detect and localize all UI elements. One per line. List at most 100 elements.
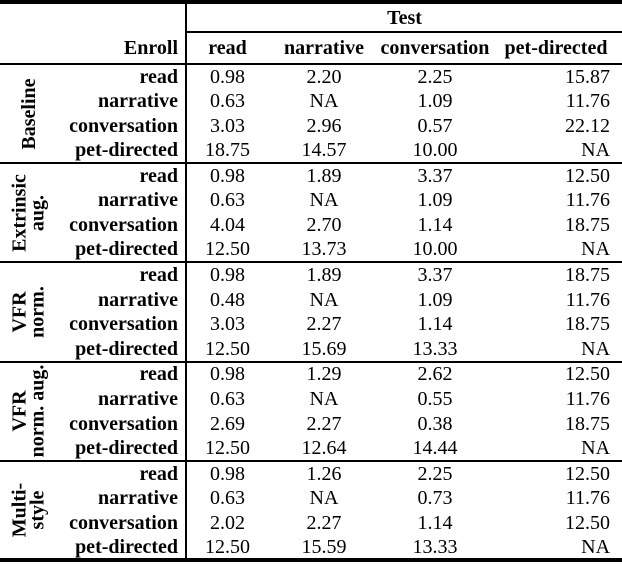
table-row: Baseline read 0.98 2.20 2.25 15.87 — [0, 64, 622, 149]
row-label: read — [58, 162, 187, 188]
test-column-group-header: Test — [186, 2, 622, 33]
table-row: Multi- style read 0.98 1.26 2.25 12.50 — [0, 459, 622, 560]
group-label-line: aug. — [27, 194, 49, 231]
value-cell: 18.75 — [565, 313, 611, 336]
value-cell: 12.50 — [205, 436, 250, 459]
table-row: narrative 0.63 NA 1.09 11.76 — [0, 88, 622, 114]
value-cell: 12.50 — [565, 511, 611, 534]
value-cell: 18.75 — [565, 214, 611, 237]
value-cell: 14.44 — [412, 436, 458, 459]
value-cell: 12.50 — [490, 162, 622, 188]
value-cell: 1.09 — [417, 90, 453, 113]
value-cell: 2.02 — [210, 511, 245, 534]
value-cell: NA — [309, 90, 339, 113]
value-cell: 2.70 — [306, 214, 342, 237]
value-cell: 2.20 — [306, 65, 342, 88]
value-cell: 11.76 — [565, 387, 611, 410]
row-label: narrative — [58, 88, 187, 114]
value-cell: 1.26 — [268, 459, 380, 486]
row-label: pet-directed — [58, 138, 187, 164]
row-label: read — [58, 261, 187, 288]
results-table: Test Enroll read narrative conversation … — [0, 0, 622, 562]
value-cell: 10.00 — [412, 139, 458, 162]
row-label: conversation — [58, 113, 187, 139]
group-label-text: VFR norm. — [9, 286, 49, 338]
col-header-conversation: conversation — [380, 32, 490, 65]
value-cell: NA — [309, 387, 339, 410]
group-label-line: norm. — [27, 286, 49, 338]
table-row: pet-directed 12.50 15.69 13.33 NA — [0, 336, 622, 362]
row-label: pet-directed — [58, 435, 187, 461]
group-label-line: norm. aug. — [27, 364, 49, 458]
value-cell: NA — [581, 337, 611, 360]
value-cell: 0.63 — [210, 486, 245, 509]
value-cell: NA — [309, 189, 339, 212]
value-cell: 18.75 — [565, 412, 611, 435]
row-label: narrative — [58, 485, 187, 511]
value-cell: 12.50 — [205, 238, 250, 261]
value-cell: 2.69 — [210, 412, 245, 435]
table-row: conversation 4.04 2.70 1.14 18.75 — [0, 212, 622, 238]
value-cell: 0.98 — [186, 261, 268, 288]
table-row: Extrinsic aug. read 0.98 1.89 3.37 12.50 — [0, 162, 622, 263]
table-row: pet-directed 12.50 15.59 13.33 NA — [0, 535, 622, 560]
value-cell: 0.98 — [186, 459, 268, 486]
value-cell: 0.73 — [417, 486, 453, 509]
value-cell: 0.48 — [210, 288, 245, 311]
group-label-text: Extrinsic aug. — [9, 174, 49, 252]
value-cell: 22.12 — [565, 114, 611, 137]
value-cell: 4.04 — [210, 214, 245, 237]
table-row: pet-directed 18.75 14.57 10.00 NA — [0, 138, 622, 164]
value-cell: 15.69 — [301, 337, 347, 360]
value-cell: 2.25 — [417, 65, 453, 88]
row-label: pet-directed — [58, 336, 187, 362]
value-cell: 1.14 — [417, 511, 453, 534]
value-cell: 0.63 — [210, 387, 245, 410]
value-cell: 2.62 — [380, 360, 490, 387]
row-label: pet-directed — [58, 535, 187, 560]
row-label: conversation — [58, 311, 187, 337]
value-cell: 10.00 — [412, 238, 458, 261]
value-cell: 0.55 — [417, 387, 453, 410]
group-label-line: style — [27, 490, 49, 530]
value-cell: 1.29 — [268, 360, 380, 387]
value-cell: NA — [581, 436, 611, 459]
corner-cell — [0, 2, 187, 32]
table-row: conversation 3.03 2.27 1.14 18.75 — [0, 311, 622, 337]
value-cell: 2.25 — [380, 459, 490, 486]
value-cell: 12.64 — [301, 436, 347, 459]
value-cell: 1.09 — [417, 288, 453, 311]
group-label-line: Baseline — [17, 78, 40, 150]
value-cell: NA — [581, 535, 611, 558]
value-cell: 0.98 — [186, 360, 268, 387]
table-row: narrative 0.63 NA 0.55 11.76 — [0, 386, 622, 412]
col-header-pet-directed: pet-directed — [490, 32, 622, 65]
value-cell: 15.87 — [565, 65, 611, 88]
value-cell: 11.76 — [565, 486, 611, 509]
value-cell: 0.63 — [210, 90, 245, 113]
value-cell: 12.50 — [490, 360, 622, 387]
value-cell: 12.50 — [490, 459, 622, 486]
value-cell: 3.37 — [380, 261, 490, 288]
row-label: narrative — [58, 187, 187, 213]
row-label: narrative — [58, 386, 187, 412]
group-label-multi-style: Multi- style — [0, 459, 58, 560]
value-cell: 1.89 — [268, 162, 380, 188]
value-cell: 2.27 — [306, 313, 342, 336]
row-label: conversation — [58, 510, 187, 536]
value-cell: 2.27 — [306, 511, 342, 534]
row-label: read — [58, 360, 187, 387]
col-header-narrative: narrative — [268, 32, 380, 65]
value-cell: 11.76 — [565, 189, 611, 212]
value-cell: 18.75 — [490, 261, 622, 288]
value-cell: 12.50 — [205, 337, 250, 360]
row-label: conversation — [58, 411, 187, 436]
table-row: VFR norm. read 0.98 1.89 3.37 18.75 — [0, 261, 622, 362]
column-header-row: Enroll read narrative conversation pet-d… — [0, 32, 622, 65]
group-label-text: Baseline — [17, 78, 40, 150]
col-header-read: read — [186, 32, 268, 65]
table-row: narrative 0.63 NA 1.09 11.76 — [0, 187, 622, 213]
test-header-row: Test — [0, 2, 622, 33]
table-row: conversation 3.03 2.96 0.57 22.12 — [0, 113, 622, 139]
table-row: pet-directed 12.50 13.73 10.00 NA — [0, 237, 622, 263]
